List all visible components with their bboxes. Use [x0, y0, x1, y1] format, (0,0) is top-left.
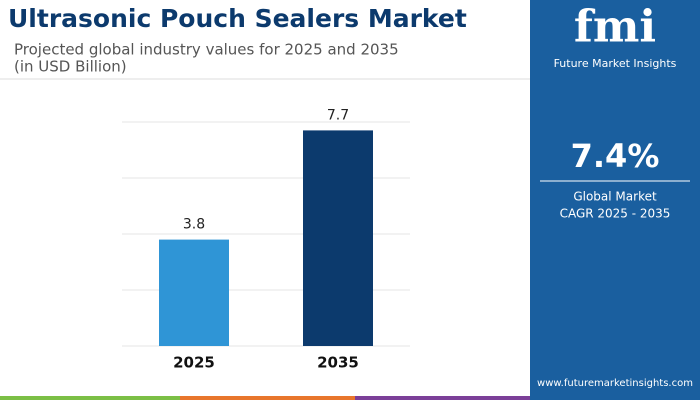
brand: Future Market Insights	[554, 57, 677, 70]
x-tick-label: 2025	[173, 354, 215, 372]
cagr-label: Global Market	[573, 190, 657, 204]
chart-title: Ultrasonic Pouch Sealers Market	[8, 4, 467, 33]
logo: fmi	[574, 2, 656, 53]
chart-subtitle: Projected global industry values for 202…	[14, 41, 399, 59]
cagr-label: CAGR 2025 - 2035	[560, 207, 671, 221]
chart-subtitle: (in USD Billion)	[14, 58, 127, 76]
value-label: 7.7	[327, 107, 349, 123]
footer-strip	[180, 396, 355, 400]
value-label: 3.8	[183, 217, 205, 233]
side-panel	[530, 0, 700, 396]
footer-strip	[0, 396, 180, 400]
cagr-value: 7.4%	[571, 137, 660, 175]
bar	[159, 239, 229, 346]
bar	[303, 130, 373, 346]
footer-strip	[355, 396, 530, 400]
website: www.futuremarketinsights.com	[537, 378, 693, 389]
x-tick-label: 2035	[317, 354, 359, 372]
footer-strip	[530, 396, 700, 400]
